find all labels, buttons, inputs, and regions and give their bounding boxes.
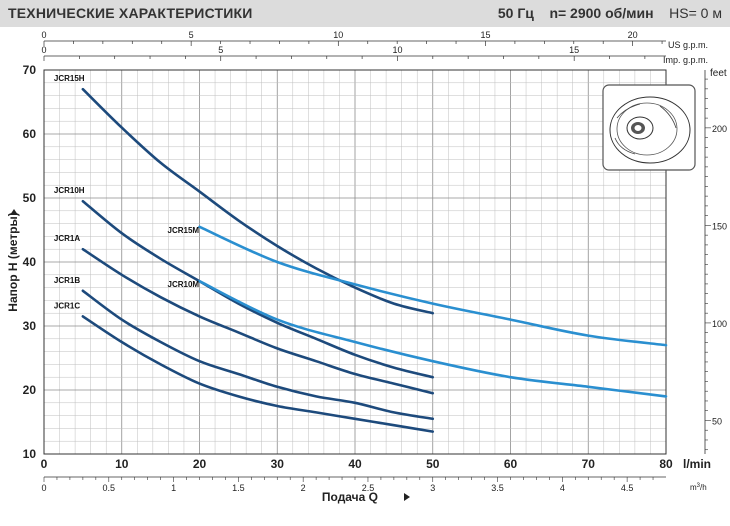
feet-tick-label: 100 (712, 319, 727, 329)
impeller-image (602, 84, 696, 171)
series-label: JCR1C (54, 301, 80, 310)
curve-jcr1b (81, 289, 435, 421)
feet-tick-label: 50 (712, 416, 722, 426)
m3h-tick-label: 3 (430, 483, 435, 493)
x-tick-label: 60 (504, 457, 518, 471)
y-tick-label: 60 (23, 127, 37, 141)
y-tick-label: 50 (23, 191, 37, 205)
x-tick-label: 30 (271, 457, 285, 471)
curve-jcr15m (198, 225, 668, 347)
x-axis-arrow-icon (404, 493, 410, 501)
us-gpm-tick-label: 10 (333, 30, 343, 40)
series-label: JCR15H (54, 74, 85, 83)
us-gpm-tick-label: 20 (628, 30, 638, 40)
us-gpm-tick-label: 15 (480, 30, 490, 40)
curve-jcr1a (81, 247, 435, 395)
series-label: JCR10M (168, 280, 200, 289)
plot-frame (43, 69, 667, 455)
curves-layer (81, 87, 668, 433)
series-label: JCR1B (54, 276, 80, 285)
x-tick-label: 20 (193, 457, 207, 471)
m3h-tick-label: 4 (560, 483, 565, 493)
m3h-tick-label: 0.5 (103, 483, 116, 493)
labels-layer: JCR15H JCR10H JCR1A JCR1B JCR1C JCR15M JCR10M (54, 74, 200, 310)
speed-unit: об/мин (605, 5, 654, 21)
grid-layer (43, 69, 667, 455)
m3h-tick-label: 2 (301, 483, 306, 493)
us-gpm-tick-label: 0 (41, 30, 46, 40)
m3h-label: m3/h (690, 483, 707, 492)
imp-gpm-tick-label: 0 (41, 45, 46, 55)
y-tick-label: 70 (23, 63, 37, 77)
y-tick-label: 30 (23, 319, 37, 333)
chart-header: ТЕХНИЧЕСКИЕ ХАРАКТЕРИСТИКИ 50 Гц n= 2900… (0, 0, 730, 27)
y-tick-label: 40 (23, 255, 37, 269)
series-label: JCR15M (168, 226, 200, 235)
m3h-tick-label: 0 (41, 483, 46, 493)
series-label: JCR1A (54, 234, 80, 243)
us-gpm-tick-label: 5 (189, 30, 194, 40)
feet-tick-label: 200 (712, 124, 727, 134)
imp-gpm-tick-label: 10 (392, 45, 402, 55)
feet-label: feet (710, 68, 727, 79)
m3h-tick-label: 2.5 (362, 483, 375, 493)
curve-jcr15h (81, 87, 435, 315)
imp-gpm-label: Imp. g.p.m. (663, 55, 708, 65)
feet-tick-label: 150 (712, 221, 727, 231)
x-tick-label: 10 (115, 457, 129, 471)
suction-height-label: HS= 0 м (669, 5, 722, 21)
x-tick-label: 0 (41, 457, 48, 471)
m3h-tick-label: 3.5 (491, 483, 504, 493)
x-unit-label: l/min (683, 457, 711, 471)
curve-jcr1c (81, 315, 435, 433)
y-tick-label: 20 (23, 383, 37, 397)
chart-header-conditions: 50 Гц n= 2900 об/мин HS= 0 м (498, 5, 722, 21)
x-axis-title: Подача Q (322, 490, 378, 504)
m3h-tick-label: 1 (171, 483, 176, 493)
y-axis-arrow-icon (10, 209, 18, 215)
m3h-tick-label: 4.5 (621, 483, 634, 493)
curve-jcr10m (198, 279, 668, 398)
speed-label: n= 2900 (549, 5, 602, 21)
imp-gpm-tick-label: 15 (569, 45, 579, 55)
curve-jcr10h (81, 199, 435, 379)
x-tick-label: 40 (348, 457, 362, 471)
imp-gpm-tick-label: 5 (218, 45, 223, 55)
frequency-label: 50 Гц (497, 5, 534, 21)
x-tick-label: 70 (582, 457, 596, 471)
x-tick-label: 80 (659, 457, 673, 471)
series-label: JCR10H (54, 186, 85, 195)
chart-header-title: ТЕХНИЧЕСКИЕ ХАРАКТЕРИСТИКИ (8, 5, 253, 21)
y-tick-label: 10 (23, 447, 37, 461)
m3h-tick-label: 1.5 (232, 483, 245, 493)
us-gpm-label: US g.p.m. (668, 40, 708, 50)
x-tick-label: 50 (426, 457, 440, 471)
y-axis-title: Напор H (метры) (6, 212, 20, 311)
